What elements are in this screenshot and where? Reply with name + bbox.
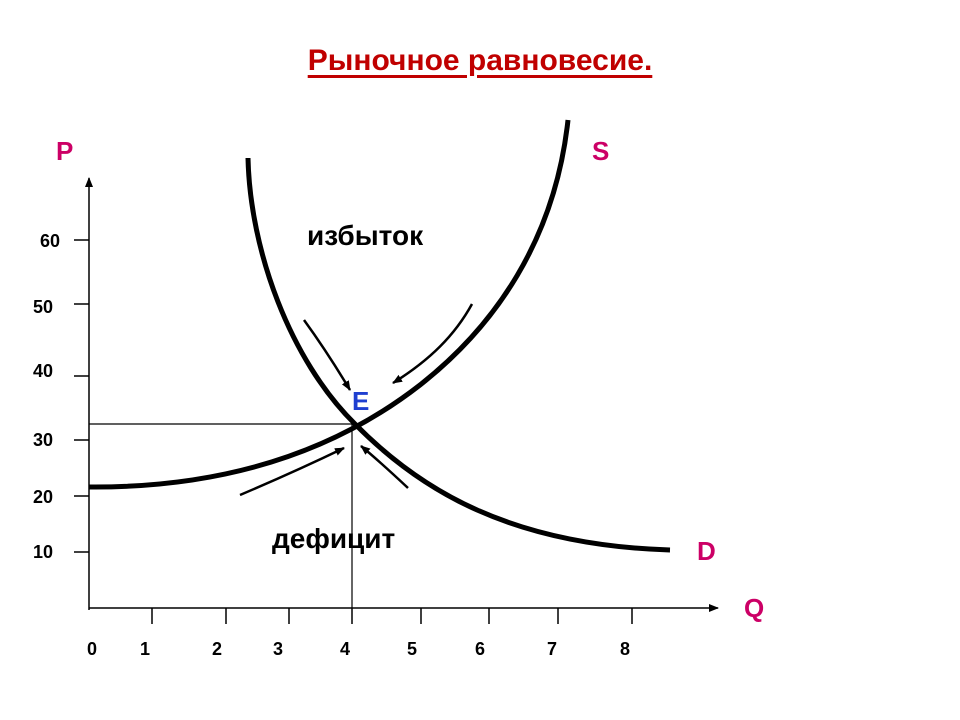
surplus-label: избыток: [307, 220, 424, 251]
y-tick-label: 50: [33, 297, 53, 317]
y-tick-label: 30: [33, 430, 53, 450]
shortage-arrow-left: [239, 446, 345, 497]
y-tick-label: 10: [33, 542, 53, 562]
y-tick-label: 20: [33, 487, 53, 507]
quantity-axis-label: Q: [744, 593, 764, 623]
x-tick-label: 2: [212, 639, 222, 659]
supply-curve: [88, 119, 571, 490]
x-tick-label: 0: [87, 639, 97, 659]
x-tick-label: 3: [273, 639, 283, 659]
x-tick-label: 1: [140, 639, 150, 659]
y-tick-label: 60: [40, 231, 60, 251]
equilibrium-point-label: E: [352, 386, 369, 416]
diagram-title: Рыночное равновесие.: [307, 44, 653, 77]
shortage-label: дефицит: [272, 523, 395, 554]
demand-curve: [245, 157, 671, 553]
surplus-arrow-left: [302, 319, 352, 391]
y-tick-label: 40: [33, 361, 53, 381]
x-tick-label: 5: [407, 639, 417, 659]
x-tick-label: 6: [475, 639, 485, 659]
shortage-arrow-right: [360, 445, 409, 489]
x-tick-marks: [151, 608, 633, 624]
x-tick-label: 4: [340, 639, 350, 659]
y-tick-marks: [74, 239, 89, 553]
price-axis-label: P: [56, 136, 73, 166]
x-tick-label: 7: [547, 639, 557, 659]
demand-curve-label: D: [697, 536, 716, 566]
supply-curve-label: S: [592, 136, 609, 166]
surplus-arrow-right: [392, 303, 474, 385]
x-tick-label: 8: [620, 639, 630, 659]
